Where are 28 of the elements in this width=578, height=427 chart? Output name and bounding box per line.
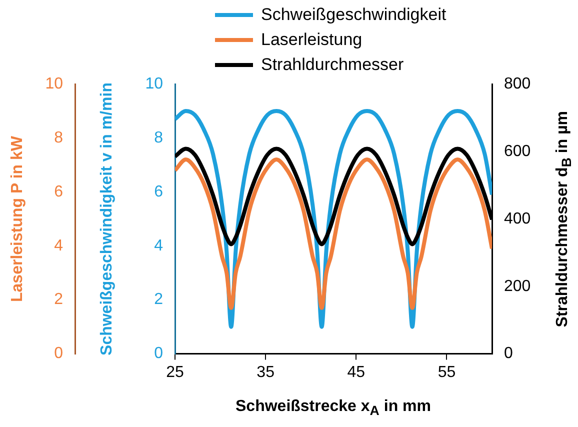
y2-tick-label: 400	[504, 210, 531, 228]
y3-tick-label: 4	[54, 237, 64, 254]
legend-label: Laserleistung	[261, 30, 362, 50]
y-tick-label: 4	[154, 237, 164, 254]
y2-tick-label: 200	[504, 278, 531, 295]
y-tick-label: 8	[154, 129, 164, 146]
y2-tick-label: 600	[504, 142, 531, 160]
y2-tick-label: 800	[504, 75, 531, 92]
y2-tick-label: 0	[504, 345, 513, 362]
x-tick-label: 45	[347, 364, 366, 381]
x-tick-label: 25	[166, 364, 184, 381]
x-tick-label: 55	[438, 364, 456, 381]
y-tick-label: 10	[145, 75, 164, 92]
y3-tick-label: 0	[54, 345, 64, 362]
y3-tick-label: 8	[54, 129, 64, 146]
x-tick-label: 35	[256, 364, 275, 381]
y3-tick-label: 2	[54, 291, 64, 308]
x-axis-title: Schweißstrecke x$_{A}$ in mm	[236, 398, 431, 418]
y3-tick-label: 10	[45, 75, 64, 92]
legend-label: Strahldurchmesser	[261, 54, 404, 74]
y-tick-label: 2	[154, 291, 164, 308]
line-series	[175, 158, 492, 310]
legend-label: Schweißgeschwindigkeit	[261, 4, 446, 24]
y-tick-label: 6	[154, 183, 164, 200]
y-tick-label: 0	[154, 345, 164, 362]
y3-axis-title: Laserleistung P in kW	[8, 136, 27, 302]
y3-tick-label: 6	[54, 183, 64, 200]
y-axis-title: Schweißgeschwindigkeit v in m/min	[98, 82, 116, 356]
